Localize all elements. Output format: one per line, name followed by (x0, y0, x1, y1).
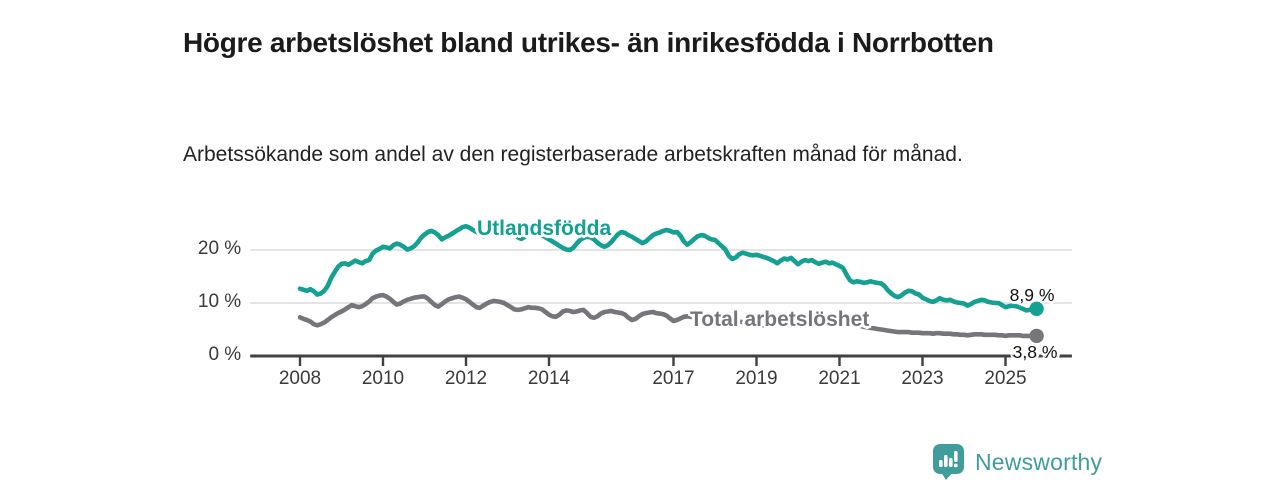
x-axis-tick-label: 2023 (901, 368, 944, 389)
y-axis-tick-label: 20 % (197, 238, 242, 259)
x-axis-tick-label: 2021 (818, 368, 861, 389)
x-axis-tick-label: 2019 (735, 368, 778, 389)
x-axis-tick-label: 2012 (444, 368, 488, 389)
end-value-label: 3,8 % (1012, 341, 1058, 362)
newsworthy-bubble-chart-icon (933, 444, 964, 480)
y-axis-tick-label: 0 % (208, 344, 242, 365)
end-value-label: 8,9 % (1009, 284, 1055, 305)
series-label-utlandsfodda: Utlandsfödda (477, 217, 612, 240)
series-label-total: Total arbetslöshet (690, 308, 870, 331)
page-title: Högre arbetslöshet bland utrikes- än inr… (183, 26, 994, 58)
x-axis-tick-label: 2017 (652, 368, 695, 389)
x-axis-tick-label: 2008 (278, 368, 322, 389)
newsworthy-wordmark: Newsworthy (975, 449, 1103, 475)
series-end-dot (1029, 301, 1044, 316)
series-end-dot (1029, 328, 1044, 344)
y-axis-tick-label: 10 % (197, 291, 242, 312)
newsworthy-logo: Newsworthy (933, 444, 1102, 481)
x-axis-tick-label: 2014 (527, 368, 571, 389)
x-axis-tick-label: 2025 (984, 368, 1027, 389)
series-line (297, 223, 1039, 313)
x-axis-tick-label: 2010 (361, 368, 405, 389)
series-line (297, 292, 1039, 339)
page-subtitle: Arbetssökande som andel av den registerb… (183, 143, 963, 166)
